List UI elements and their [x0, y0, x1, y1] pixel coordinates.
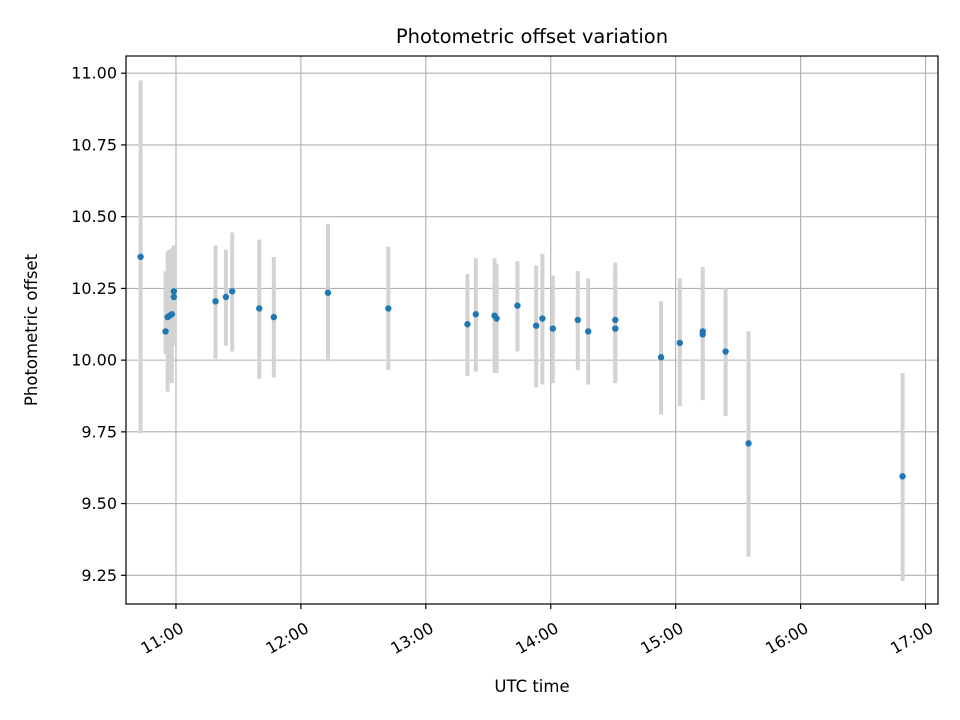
y-tick-label: 10.50: [71, 207, 117, 226]
data-point: [722, 348, 729, 355]
data-point: [539, 315, 546, 322]
grid: [126, 56, 938, 604]
data-point: [256, 305, 263, 312]
data-point: [657, 354, 665, 361]
data-point: [270, 313, 278, 321]
data-point: [137, 253, 144, 261]
data-point: [212, 298, 219, 305]
data-point: [168, 311, 176, 318]
data-point: [464, 321, 471, 328]
data-point: [532, 322, 540, 329]
data-point: [170, 293, 178, 301]
data-point: [222, 293, 230, 301]
data-point: [514, 302, 521, 309]
y-tick-label: 10.25: [71, 279, 117, 298]
data-point: [493, 315, 500, 322]
data-point: [899, 473, 906, 480]
plot-frame: [125, 55, 939, 605]
x-axis-title: UTC time: [494, 677, 569, 696]
y-tick-label: 10.00: [71, 351, 117, 370]
data-point: [612, 316, 619, 324]
y-tick-label: 11.00: [71, 64, 117, 83]
y-tick-label: 10.75: [71, 135, 117, 154]
data-point: [324, 289, 332, 296]
y-axis-title: Photometric offset: [22, 253, 41, 406]
data-point: [612, 325, 619, 332]
data-point: [699, 328, 706, 335]
data-point: [228, 288, 236, 295]
data-point: [472, 311, 479, 318]
y-tick-label: 9.25: [81, 566, 117, 585]
data-points: [137, 253, 906, 480]
y-tick-label: 9.75: [81, 422, 117, 441]
y-axis-ticks: 9.25 9.50 9.75 10.00 10.25 10.50 10.75 11.00: [71, 64, 126, 585]
data-point: [676, 339, 684, 347]
data-point: [385, 305, 392, 312]
data-point: [574, 316, 582, 324]
y-tick-label: 9.50: [81, 494, 117, 513]
data-point: [162, 328, 169, 335]
data-point: [549, 325, 557, 332]
data-point: [585, 328, 592, 335]
data-point: [745, 440, 752, 447]
data-point: [170, 288, 178, 295]
chart-title: Photometric offset variation: [396, 25, 668, 48]
